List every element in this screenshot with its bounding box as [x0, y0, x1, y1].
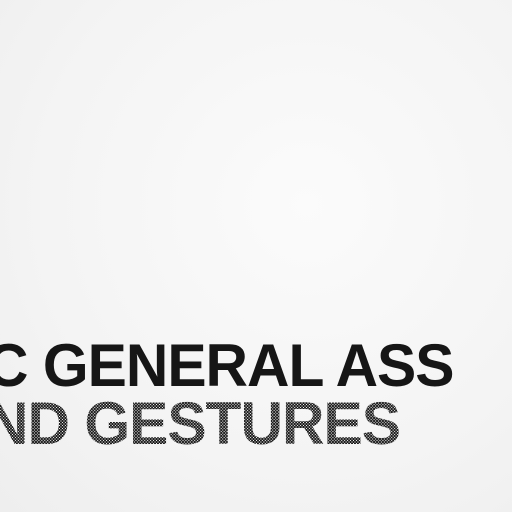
title-line-solid: C GENERAL ASS — [0, 332, 455, 399]
title-line-halftone: ND GESTURES — [0, 394, 400, 454]
